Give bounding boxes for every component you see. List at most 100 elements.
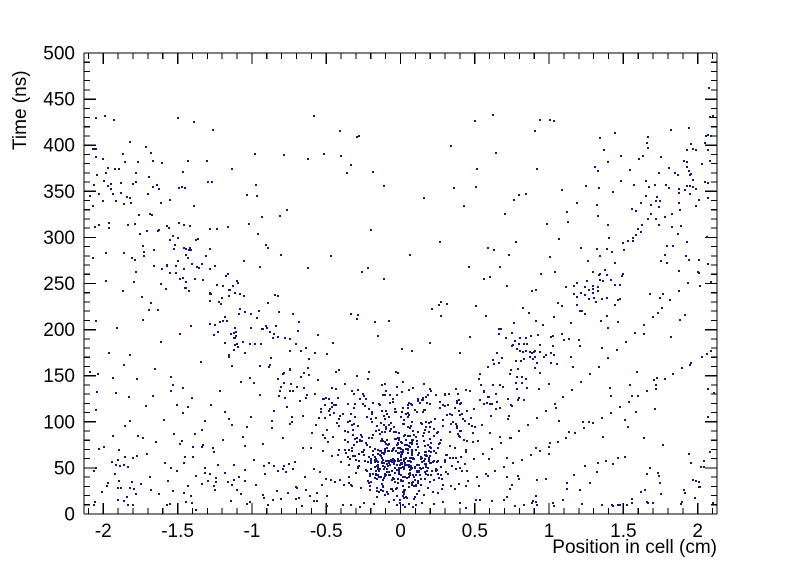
data-point (153, 265, 155, 267)
data-point (310, 447, 312, 449)
data-point (518, 397, 520, 399)
data-point (523, 358, 525, 360)
data-point (403, 460, 405, 462)
data-point (388, 462, 390, 464)
data-point (143, 251, 145, 253)
data-point (647, 218, 649, 220)
data-point (374, 466, 376, 468)
data-point (439, 442, 441, 444)
data-point (392, 490, 394, 492)
data-point (249, 501, 251, 503)
data-point (596, 471, 598, 473)
data-point (427, 394, 429, 396)
data-point (283, 465, 285, 467)
data-point (149, 476, 151, 478)
data-point (394, 408, 396, 410)
data-point (433, 460, 435, 462)
data-point (607, 161, 609, 163)
x-axis-tick-labels: -2 -1.5 -1 -0.5 0 0.5 1 1.5 2 (95, 521, 703, 542)
x-tick-label: 1 (544, 521, 555, 542)
data-point (550, 336, 552, 338)
data-point (415, 449, 417, 451)
data-point (244, 445, 246, 447)
data-point (264, 473, 266, 475)
data-point (678, 192, 680, 194)
data-point (244, 469, 246, 471)
data-point (498, 328, 500, 330)
data-point (408, 464, 410, 466)
data-point (706, 353, 708, 355)
data-point (393, 463, 395, 465)
data-point (655, 218, 657, 220)
data-point (347, 441, 349, 443)
data-point (442, 425, 444, 427)
data-point (240, 381, 242, 383)
data-point (616, 349, 618, 351)
data-point (579, 310, 581, 312)
data-point (580, 292, 582, 294)
data-point (313, 468, 315, 470)
data-point (233, 479, 235, 481)
data-point (656, 377, 658, 379)
data-point (520, 360, 522, 362)
data-point (396, 469, 398, 471)
data-point (488, 396, 490, 398)
data-point (253, 459, 255, 461)
data-point (701, 356, 703, 358)
data-point (435, 470, 437, 472)
data-point (128, 396, 130, 398)
data-point (306, 394, 308, 396)
data-point (106, 485, 108, 487)
data-point (539, 372, 541, 374)
data-point (475, 499, 477, 501)
data-point (347, 456, 349, 458)
data-point (380, 455, 382, 457)
data-point (323, 153, 325, 155)
data-point (405, 413, 407, 415)
data-point (374, 477, 376, 479)
data-point (388, 501, 390, 503)
data-point (347, 431, 349, 433)
data-point (526, 343, 528, 345)
data-point (411, 443, 413, 445)
data-point (349, 458, 351, 460)
data-point (401, 442, 403, 444)
data-point (488, 458, 490, 460)
data-point (434, 418, 436, 420)
data-point (469, 336, 471, 338)
data-point (400, 479, 402, 481)
y-tick-label: 150 (43, 366, 75, 387)
data-point (534, 130, 536, 132)
data-point (588, 289, 590, 291)
data-point (394, 472, 396, 474)
data-point (405, 448, 407, 450)
data-point (669, 299, 671, 301)
data-point (357, 314, 359, 316)
data-point (694, 497, 696, 499)
data-point (280, 498, 282, 500)
data-point (184, 287, 186, 289)
data-point (415, 484, 417, 486)
data-point (120, 192, 122, 194)
data-point (475, 305, 477, 307)
data-point (166, 264, 168, 266)
data-point (166, 225, 168, 227)
data-point (230, 333, 232, 335)
data-point (516, 388, 518, 390)
data-point (301, 505, 303, 507)
data-point (295, 498, 297, 500)
data-point (542, 324, 544, 326)
data-point (508, 415, 510, 417)
data-point (430, 390, 432, 392)
data-point (422, 411, 424, 413)
data-point (460, 456, 462, 458)
data-point (127, 504, 129, 506)
data-point (274, 294, 276, 296)
data-point (187, 406, 189, 408)
data-point (479, 499, 481, 501)
data-point (417, 431, 419, 433)
data-point (464, 420, 466, 422)
data-point (185, 281, 187, 283)
